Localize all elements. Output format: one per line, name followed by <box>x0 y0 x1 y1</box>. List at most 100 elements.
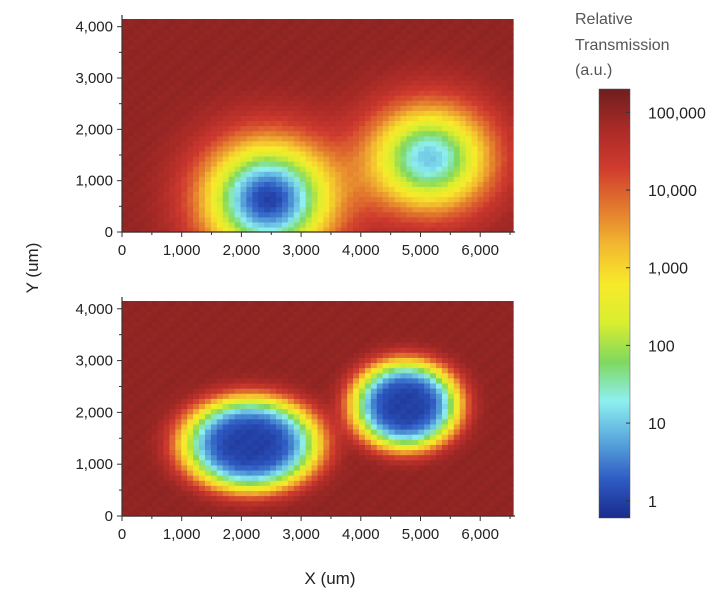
heatmap-cell <box>418 146 425 152</box>
heatmap-cell <box>229 393 236 399</box>
heatmap-cell <box>187 419 194 425</box>
heatmap-cell <box>187 34 194 40</box>
heatmap-cell <box>483 156 490 162</box>
heatmap-cell <box>335 75 342 81</box>
heatmap-cell <box>448 383 455 389</box>
heatmap-cell <box>406 197 413 203</box>
heatmap-cell <box>193 347 200 353</box>
heatmap-cell <box>175 455 182 461</box>
heatmap-cell <box>483 485 490 491</box>
heatmap-cell <box>501 105 508 111</box>
heatmap-cell <box>193 475 200 481</box>
heatmap-cell <box>335 429 342 435</box>
heatmap-cell <box>187 414 194 420</box>
heatmap-cell <box>347 60 354 66</box>
heatmap-cell <box>312 434 319 440</box>
heatmap-cell <box>288 90 295 96</box>
heatmap-cell <box>163 444 170 450</box>
heatmap-cell <box>241 470 248 476</box>
heatmap-cell <box>365 202 372 208</box>
heatmap-cell <box>383 70 390 76</box>
heatmap-cell <box>187 506 194 512</box>
heatmap-cell <box>365 475 372 481</box>
heatmap-cell <box>454 197 461 203</box>
heatmap-cell <box>507 44 514 50</box>
heatmap-cell <box>501 460 508 466</box>
heatmap-cell <box>472 120 479 126</box>
heatmap-cell <box>270 24 277 30</box>
heatmap-cell <box>158 202 165 208</box>
heatmap-cell <box>152 217 159 223</box>
heatmap-cell <box>323 409 330 415</box>
heatmap-cell <box>323 156 330 162</box>
heatmap-cell <box>122 80 129 86</box>
heatmap-cell <box>246 75 253 81</box>
heatmap-cell <box>140 460 147 466</box>
heatmap-cell <box>436 181 443 187</box>
heatmap-cell <box>501 44 508 50</box>
heatmap-cell <box>288 131 295 137</box>
heatmap-cell <box>483 136 490 142</box>
heatmap-cell <box>205 70 212 76</box>
heatmap-cell <box>341 444 348 450</box>
heatmap-cell <box>472 186 479 192</box>
heatmap-cell <box>454 347 461 353</box>
heatmap-cell <box>294 409 301 415</box>
heatmap-cell <box>318 362 325 368</box>
heatmap-cell <box>466 419 473 425</box>
heatmap-cell <box>501 120 508 126</box>
heatmap-cell <box>400 506 407 512</box>
heatmap-cell <box>377 373 384 379</box>
heatmap-cell <box>193 222 200 228</box>
heatmap-cell <box>424 455 431 461</box>
heatmap-cell <box>246 362 253 368</box>
heatmap-cell <box>377 383 384 389</box>
heatmap-cell <box>181 496 188 502</box>
heatmap-cell <box>389 191 396 197</box>
heatmap-cell <box>418 176 425 182</box>
heatmap-cell <box>507 485 514 491</box>
heatmap-cell <box>460 171 467 177</box>
heatmap-cell <box>282 110 289 116</box>
heatmap-cell <box>335 161 342 167</box>
heatmap-cell <box>400 136 407 142</box>
heatmap-cell <box>347 501 354 507</box>
heatmap-cell <box>229 120 236 126</box>
heatmap-cell <box>501 146 508 152</box>
heatmap-cell <box>258 429 265 435</box>
heatmap-cell <box>205 352 212 358</box>
heatmap-cell <box>163 80 170 86</box>
heatmap-cell <box>460 368 467 374</box>
heatmap-cell <box>217 496 224 502</box>
heatmap-cell <box>217 419 224 425</box>
heatmap-cell <box>495 55 502 61</box>
heatmap-cell <box>395 39 402 45</box>
heatmap-cell <box>365 65 372 71</box>
heatmap-cell <box>460 70 467 76</box>
heatmap-cell <box>442 161 449 167</box>
heatmap-cell <box>270 44 277 50</box>
heatmap-cell <box>211 439 218 445</box>
heatmap-cell <box>288 105 295 111</box>
heatmap-cell <box>442 485 449 491</box>
heatmap-cell <box>318 393 325 399</box>
heatmap-cell <box>270 75 277 81</box>
heatmap-cell <box>211 197 218 203</box>
heatmap-cell <box>229 131 236 137</box>
heatmap-cell <box>454 110 461 116</box>
heatmap-cell <box>134 100 141 106</box>
heatmap-cell <box>181 34 188 40</box>
heatmap-cell <box>146 65 153 71</box>
heatmap-cell <box>430 110 437 116</box>
heatmap-cell <box>282 70 289 76</box>
heatmap-cell <box>383 151 390 157</box>
heatmap-cell <box>472 49 479 55</box>
heatmap-cell <box>270 171 277 177</box>
heatmap-cell <box>187 217 194 223</box>
heatmap-cell <box>235 105 242 111</box>
heatmap-cell <box>365 496 372 502</box>
heatmap-cell <box>306 100 313 106</box>
heatmap-cell <box>235 439 242 445</box>
heatmap-cell <box>436 419 443 425</box>
